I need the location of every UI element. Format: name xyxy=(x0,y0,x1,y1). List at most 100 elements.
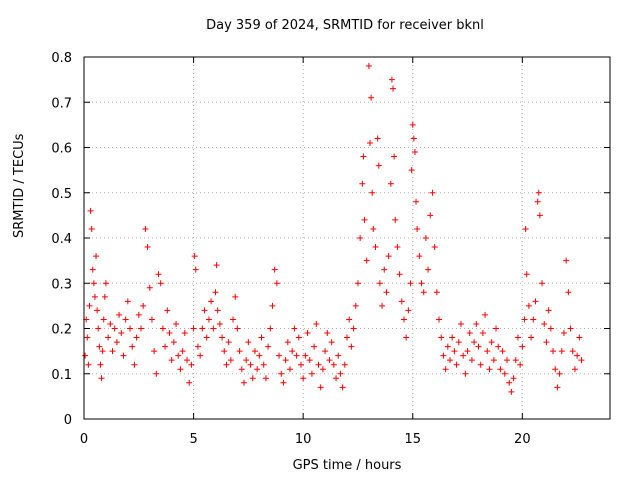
data-point xyxy=(249,375,256,382)
data-point xyxy=(157,280,164,287)
data-point xyxy=(372,244,379,251)
data-point xyxy=(359,180,366,187)
data-point xyxy=(278,370,285,377)
data-point xyxy=(168,357,175,364)
data-point xyxy=(370,225,377,232)
data-point xyxy=(453,361,460,368)
data-point xyxy=(503,357,510,364)
data-point xyxy=(293,352,300,359)
data-point xyxy=(369,189,376,196)
data-point xyxy=(116,311,123,318)
data-point xyxy=(227,357,234,364)
data-point xyxy=(422,235,429,241)
data-point xyxy=(155,271,162,278)
data-point xyxy=(521,316,528,323)
data-point xyxy=(173,320,180,327)
data-point xyxy=(133,334,140,341)
data-point xyxy=(457,320,464,327)
data-point xyxy=(462,370,469,377)
data-point xyxy=(532,298,539,305)
data-point xyxy=(488,339,495,346)
data-point xyxy=(197,352,204,359)
data-point xyxy=(177,366,184,373)
data-point xyxy=(140,302,147,309)
data-point xyxy=(490,357,497,364)
data-point xyxy=(269,302,276,309)
data-point xyxy=(383,289,390,296)
data-point xyxy=(398,298,405,305)
data-point xyxy=(243,357,250,364)
data-point xyxy=(214,307,221,314)
data-point xyxy=(96,343,103,350)
y-tick-label: 0.1 xyxy=(51,368,72,383)
data-point xyxy=(212,289,219,296)
data-point xyxy=(179,348,186,355)
data-point xyxy=(203,334,210,341)
y-tick-label: 0.8 xyxy=(51,51,72,66)
data-point xyxy=(403,334,410,341)
data-point xyxy=(510,375,517,382)
data-point xyxy=(230,316,237,323)
data-point xyxy=(317,384,324,391)
data-point xyxy=(194,343,201,350)
data-point xyxy=(100,316,107,323)
data-point xyxy=(201,307,208,314)
data-point xyxy=(87,207,94,214)
data-point xyxy=(348,343,355,350)
data-point xyxy=(86,302,93,309)
data-point xyxy=(315,361,322,368)
data-point xyxy=(375,162,382,169)
data-point xyxy=(124,298,131,305)
data-point xyxy=(265,343,272,350)
data-point xyxy=(471,339,478,346)
data-point xyxy=(234,325,241,332)
data-point xyxy=(390,85,397,92)
data-point xyxy=(410,135,417,142)
data-point xyxy=(190,325,197,332)
data-point xyxy=(413,198,420,205)
data-point xyxy=(297,361,304,368)
data-point xyxy=(330,361,337,368)
data-point xyxy=(361,216,368,223)
data-point xyxy=(460,352,467,359)
data-point xyxy=(251,348,258,355)
data-point xyxy=(525,302,532,309)
data-point xyxy=(379,302,386,309)
data-point xyxy=(468,357,475,364)
data-point xyxy=(484,348,491,355)
data-point xyxy=(536,212,543,219)
data-point xyxy=(427,212,434,219)
data-point xyxy=(431,244,438,251)
data-point xyxy=(291,325,298,332)
data-point xyxy=(95,325,102,332)
data-point xyxy=(131,361,138,368)
data-point xyxy=(184,357,191,364)
data-point xyxy=(444,343,451,350)
x-tick-label: 0 xyxy=(80,432,88,447)
data-point xyxy=(311,343,318,350)
data-point xyxy=(407,280,414,287)
data-point xyxy=(97,361,104,368)
data-point xyxy=(567,325,574,332)
data-point xyxy=(391,153,398,160)
data-point xyxy=(466,330,473,337)
data-point xyxy=(146,284,153,291)
data-point xyxy=(578,357,585,364)
data-point xyxy=(102,280,109,287)
data-point xyxy=(181,330,188,337)
data-point xyxy=(409,121,416,128)
data-point xyxy=(105,334,112,341)
data-point xyxy=(482,311,489,318)
data-point xyxy=(267,325,274,332)
data-point xyxy=(381,266,388,273)
data-point xyxy=(84,334,91,341)
x-tick-label: 15 xyxy=(404,432,421,447)
data-point xyxy=(304,330,311,337)
data-point xyxy=(101,293,108,300)
data-point xyxy=(335,352,342,359)
data-point xyxy=(528,334,535,341)
data-point xyxy=(91,293,98,300)
data-point xyxy=(142,225,149,232)
data-point xyxy=(477,361,484,368)
